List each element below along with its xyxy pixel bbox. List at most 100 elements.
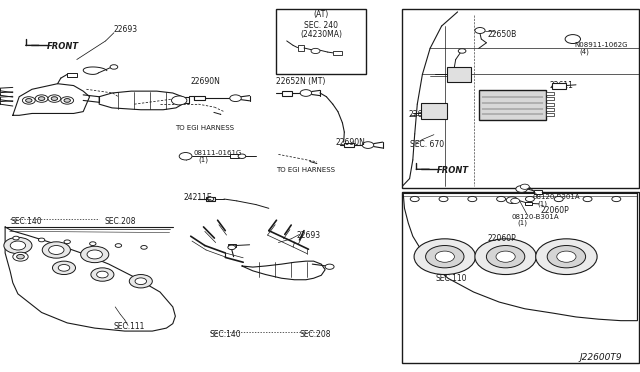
Text: (1): (1) — [517, 220, 527, 227]
Bar — [525, 202, 532, 205]
Text: 22611: 22611 — [549, 81, 573, 90]
Circle shape — [52, 261, 76, 275]
Text: 22690N: 22690N — [335, 138, 365, 147]
Circle shape — [35, 95, 48, 102]
Circle shape — [506, 197, 518, 203]
Circle shape — [410, 196, 419, 202]
Text: SEC.110: SEC.110 — [435, 274, 467, 283]
Bar — [552, 83, 566, 89]
Circle shape — [300, 90, 312, 96]
Bar — [421, 103, 447, 119]
Text: 22690N: 22690N — [191, 77, 221, 86]
Circle shape — [414, 239, 476, 275]
Text: FRONT: FRONT — [436, 166, 468, 175]
Text: 08120-B301A: 08120-B301A — [512, 214, 559, 219]
Circle shape — [435, 251, 454, 262]
Text: (24230MA): (24230MA) — [300, 30, 342, 39]
Circle shape — [554, 196, 563, 202]
Circle shape — [525, 196, 534, 202]
Circle shape — [511, 198, 520, 203]
Circle shape — [475, 28, 485, 33]
Circle shape — [90, 242, 96, 246]
Text: SEC.208: SEC.208 — [104, 217, 136, 226]
Text: SEC.140: SEC.140 — [10, 217, 42, 226]
Circle shape — [42, 242, 70, 258]
Circle shape — [439, 196, 448, 202]
Text: 08111-0161G: 08111-0161G — [193, 150, 242, 156]
Circle shape — [38, 238, 45, 242]
Text: (AT): (AT) — [314, 10, 329, 19]
Circle shape — [10, 241, 26, 250]
Bar — [344, 143, 354, 147]
Bar — [534, 190, 542, 194]
Bar — [194, 96, 205, 100]
Circle shape — [115, 244, 122, 247]
Circle shape — [486, 246, 525, 268]
Circle shape — [516, 186, 527, 192]
Text: 22060P: 22060P — [540, 206, 569, 215]
Bar — [402, 192, 639, 363]
Circle shape — [64, 240, 70, 244]
Circle shape — [110, 65, 118, 69]
Circle shape — [228, 245, 236, 250]
Circle shape — [141, 246, 147, 249]
Bar — [333, 51, 342, 55]
Text: SEC.208: SEC.208 — [300, 330, 331, 339]
Bar — [282, 91, 292, 96]
Circle shape — [48, 95, 61, 102]
Text: 22652N (MT): 22652N (MT) — [276, 77, 326, 86]
Circle shape — [26, 99, 32, 102]
Bar — [67, 73, 77, 77]
Circle shape — [61, 97, 74, 104]
Circle shape — [91, 268, 114, 281]
Text: 22612: 22612 — [408, 110, 432, 119]
Text: FRONT: FRONT — [47, 42, 79, 51]
Circle shape — [612, 196, 621, 202]
Text: TO EGI HARNESS: TO EGI HARNESS — [276, 167, 335, 173]
Bar — [546, 103, 554, 106]
Circle shape — [4, 237, 32, 254]
Bar — [479, 90, 546, 120]
Circle shape — [557, 251, 576, 262]
Circle shape — [520, 184, 529, 189]
Circle shape — [325, 264, 334, 269]
Text: 24211E: 24211E — [183, 193, 212, 202]
Text: 22060P: 22060P — [488, 234, 516, 243]
Circle shape — [496, 251, 515, 262]
Text: 08120-B301A: 08120-B301A — [532, 194, 580, 200]
Circle shape — [362, 142, 374, 148]
Bar — [228, 244, 236, 247]
Circle shape — [13, 252, 28, 261]
Text: 22693: 22693 — [114, 25, 138, 34]
Circle shape — [468, 196, 477, 202]
Circle shape — [547, 246, 586, 268]
Circle shape — [87, 250, 102, 259]
Circle shape — [230, 95, 241, 102]
Text: SEC.140: SEC.140 — [210, 330, 241, 339]
Circle shape — [22, 97, 35, 104]
Circle shape — [58, 264, 70, 271]
Bar — [546, 92, 554, 95]
Circle shape — [17, 254, 24, 259]
Circle shape — [81, 246, 109, 263]
Bar — [546, 113, 554, 116]
Circle shape — [97, 271, 108, 278]
Text: N08911-1062G: N08911-1062G — [575, 42, 628, 48]
Text: (1): (1) — [198, 157, 209, 163]
Circle shape — [129, 275, 152, 288]
Circle shape — [311, 48, 320, 54]
Circle shape — [13, 236, 19, 240]
Circle shape — [51, 97, 58, 100]
Circle shape — [135, 278, 147, 285]
Circle shape — [172, 96, 187, 105]
Text: SEC. 670: SEC. 670 — [410, 140, 444, 149]
Circle shape — [497, 196, 506, 202]
Circle shape — [583, 196, 592, 202]
Text: 22650B: 22650B — [488, 30, 517, 39]
Bar — [276, 9, 366, 74]
Text: J22600T9: J22600T9 — [580, 353, 623, 362]
Text: 23751: 23751 — [448, 72, 472, 81]
Circle shape — [458, 49, 466, 53]
Circle shape — [475, 239, 536, 275]
Text: (1): (1) — [538, 201, 548, 207]
